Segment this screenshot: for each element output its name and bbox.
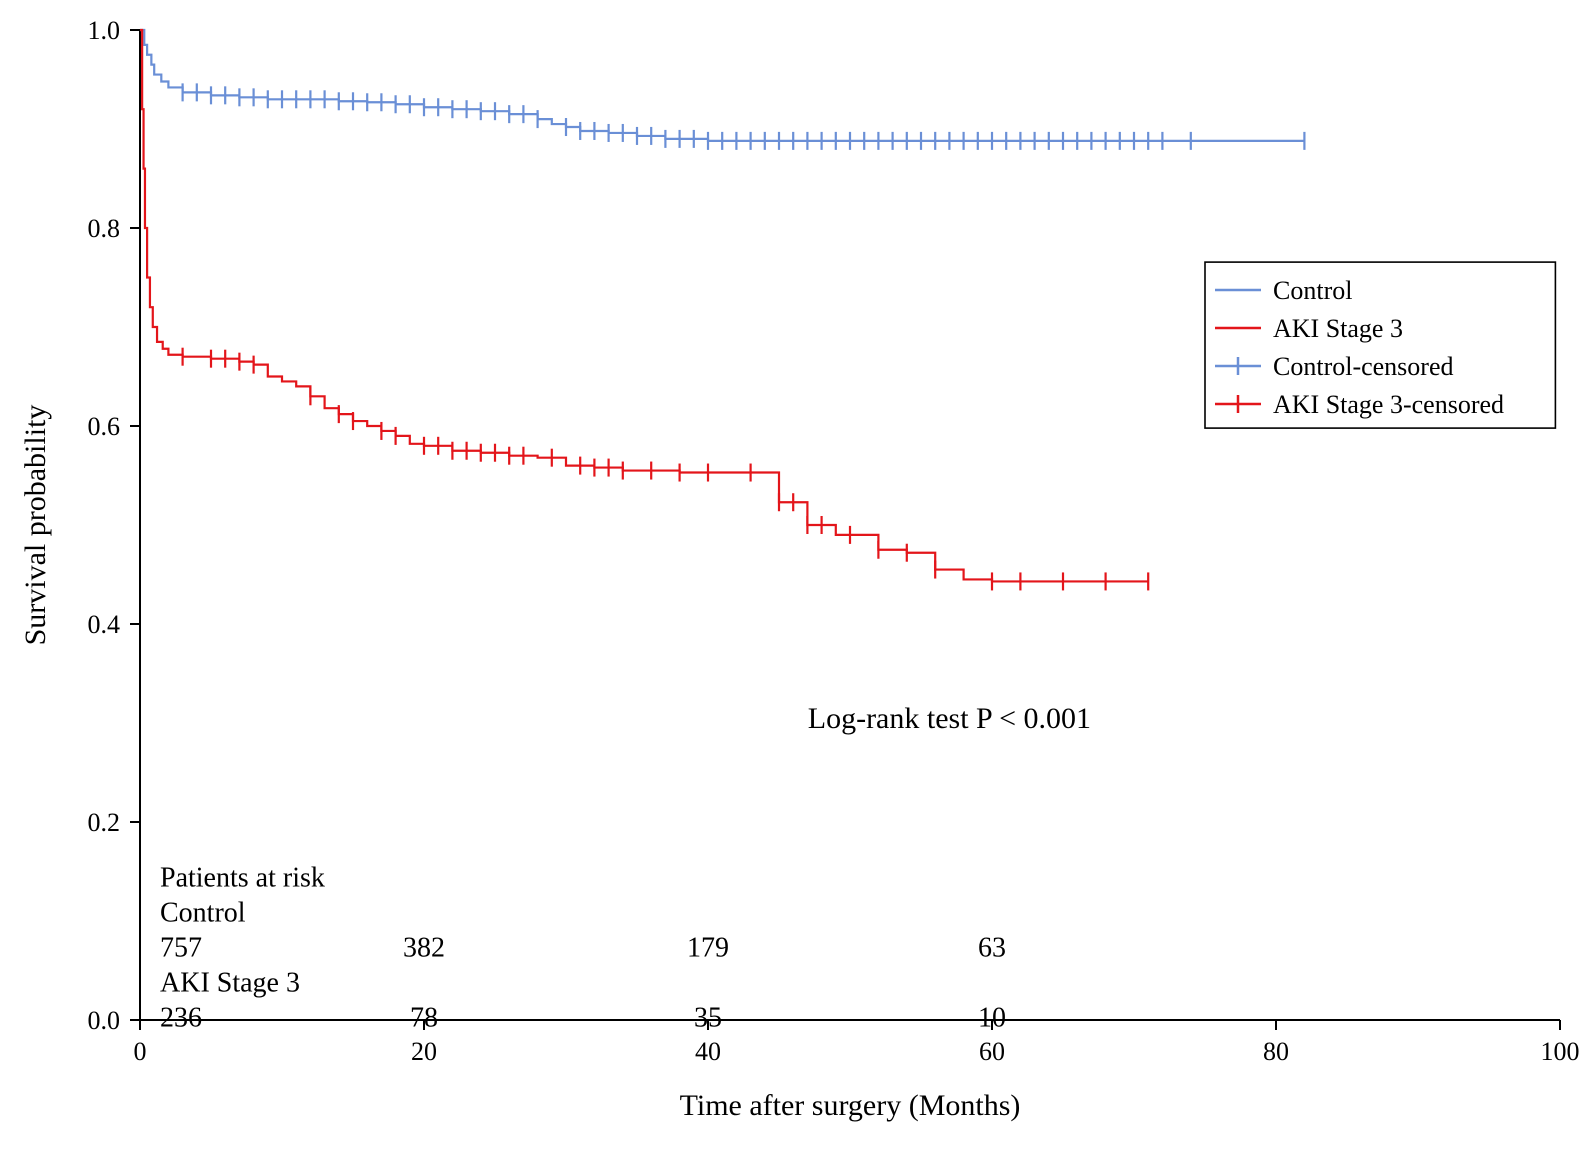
risk-value: 382 bbox=[403, 932, 445, 963]
y-tick-label: 0.0 bbox=[88, 1006, 121, 1035]
x-axis-label: Time after surgery (Months) bbox=[680, 1089, 1021, 1122]
x-tick-label: 80 bbox=[1263, 1037, 1289, 1066]
x-tick-label: 40 bbox=[695, 1037, 721, 1066]
risk-value: 10 bbox=[978, 1002, 1006, 1033]
x-tick-label: 60 bbox=[979, 1037, 1005, 1066]
legend-label: Control-censored bbox=[1273, 352, 1454, 381]
y-tick-label: 0.2 bbox=[88, 808, 121, 837]
x-tick-label: 20 bbox=[411, 1037, 437, 1066]
risk-value: 63 bbox=[978, 932, 1006, 963]
risk-row-label: Control bbox=[160, 897, 246, 928]
y-tick-label: 1.0 bbox=[88, 16, 121, 45]
x-tick-label: 0 bbox=[134, 1037, 147, 1066]
logrank-annotation: Log-rank test P < 0.001 bbox=[808, 702, 1091, 735]
risk-value: 35 bbox=[694, 1002, 722, 1033]
survival-chart-svg: 0 20 40 60 80 100 0.0 0.2 0.4 0.6 0.8 1.0 Time after… bbox=[0, 0, 1594, 1175]
legend-label: AKI Stage 3 bbox=[1273, 314, 1403, 343]
risk-value: 236 bbox=[160, 1002, 202, 1033]
legend-label: AKI Stage 3-censored bbox=[1273, 390, 1504, 419]
x-tick-label: 100 bbox=[1541, 1037, 1580, 1066]
y-axis-label: Survival probability bbox=[19, 405, 52, 646]
risk-value: 757 bbox=[160, 932, 202, 963]
risk-value: 78 bbox=[410, 1002, 438, 1033]
y-tick-label: 0.8 bbox=[88, 214, 121, 243]
survival-chart: 0 20 40 60 80 100 0.0 0.2 0.4 0.6 0.8 1.0 Time after… bbox=[0, 0, 1594, 1175]
risk-row-label: AKI Stage 3 bbox=[160, 967, 300, 998]
risk-value: 179 bbox=[687, 932, 729, 963]
legend-label: Control bbox=[1273, 276, 1352, 305]
y-tick-label: 0.4 bbox=[88, 610, 121, 639]
risk-table-title: Patients at risk bbox=[160, 862, 325, 893]
y-tick-label: 0.6 bbox=[88, 412, 121, 441]
